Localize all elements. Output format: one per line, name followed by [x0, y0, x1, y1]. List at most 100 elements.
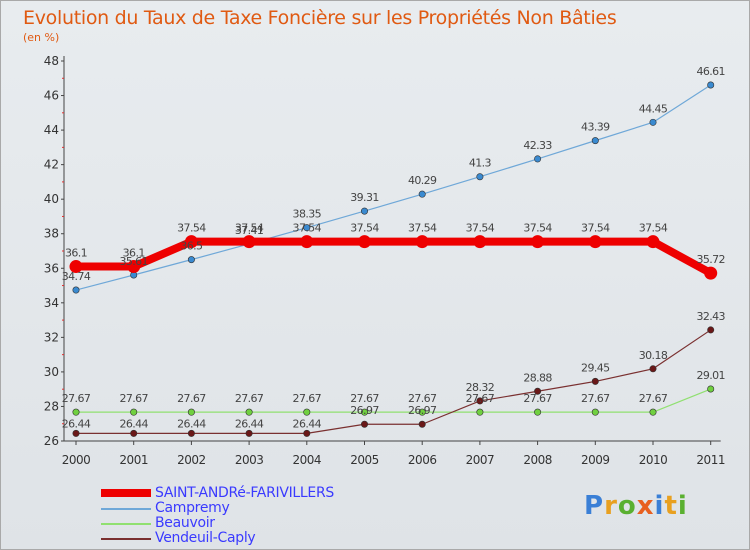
data-label: 32.43 — [696, 310, 725, 323]
series-line — [75, 388, 712, 413]
data-label: 26.97 — [350, 404, 379, 417]
legend-swatch — [101, 508, 151, 510]
data-label: 37.54 — [639, 222, 668, 235]
data-point — [187, 256, 195, 264]
legend-label: Campremy — [155, 500, 230, 516]
data-point — [534, 408, 542, 416]
data-point — [415, 235, 429, 249]
data-label: 42.33 — [523, 139, 552, 152]
legend-swatch — [101, 489, 151, 497]
data-point — [476, 173, 484, 181]
logo-letter: x — [636, 491, 655, 521]
data-label: 37.54 — [293, 222, 322, 235]
data-label: 28.88 — [523, 371, 552, 384]
x-tick-label: 2006 — [408, 453, 437, 467]
data-label: 26.44 — [177, 417, 206, 430]
data-label: 37.54 — [523, 222, 552, 235]
data-label: 27.67 — [177, 392, 206, 405]
data-label: 28.32 — [466, 381, 495, 394]
y-tick-label: 34 — [44, 296, 59, 310]
x-tick-label: 2010 — [639, 453, 668, 467]
data-label: 38.35 — [293, 208, 322, 221]
data-label: 27.67 — [523, 392, 552, 405]
data-point — [130, 408, 138, 416]
data-point — [360, 420, 368, 428]
x-tick-label: 2009 — [581, 453, 610, 467]
data-point — [707, 385, 715, 393]
data-point — [72, 429, 80, 437]
data-label: 36.5 — [180, 240, 203, 253]
x-tick-label: 2000 — [62, 453, 91, 467]
data-label: 27.67 — [119, 392, 148, 405]
series-layer — [69, 81, 718, 437]
y-tick-label: 28 — [44, 399, 59, 413]
data-label: 37.41 — [235, 224, 264, 237]
logo-letter: i — [677, 491, 688, 521]
data-label: 27.67 — [408, 392, 437, 405]
data-labels: 36.1 36.137.54 37.54 37.54 37.54 37.54 37.54 37… — [62, 65, 726, 430]
data-label: 27.67 — [466, 392, 495, 405]
logo-letter: o — [617, 491, 637, 521]
x-tick-label: 2004 — [293, 453, 322, 467]
data-point — [707, 326, 715, 334]
data-point — [588, 235, 602, 249]
axes: 26 28 30 32 34 36 38 40 42 44 46 48 2000 2001 2002 2003… — [44, 54, 726, 467]
data-point — [303, 408, 311, 416]
data-point — [127, 260, 141, 274]
data-point — [184, 235, 198, 249]
data-label: 29.01 — [696, 369, 725, 382]
logo-letter: i — [654, 491, 665, 521]
proxiti-logo: Proxiti — [584, 491, 688, 521]
data-point — [646, 235, 660, 249]
series-line — [75, 329, 712, 434]
data-point — [418, 408, 426, 416]
logo-letter: r — [604, 491, 618, 521]
data-point — [360, 207, 368, 215]
data-point — [649, 408, 657, 416]
y-tick-label: 30 — [44, 365, 59, 379]
y-tick-label: 26 — [44, 434, 59, 448]
data-point — [245, 408, 253, 416]
data-label: 40.29 — [408, 174, 437, 187]
data-label: 27.67 — [639, 392, 668, 405]
data-point — [360, 408, 368, 416]
legend-label: SAINT-ANDRé-FARIVILLERS — [155, 485, 334, 501]
x-tick-label: 2005 — [350, 453, 379, 467]
y-tick-label: 40 — [44, 192, 59, 206]
logo-letter: t — [664, 491, 678, 521]
data-label: 29.45 — [581, 361, 610, 374]
data-point — [649, 365, 657, 373]
y-tick-label: 42 — [44, 158, 59, 172]
data-label: 35.61 — [119, 255, 148, 268]
data-label: 35.72 — [696, 253, 725, 266]
data-label: 27.67 — [62, 392, 91, 405]
data-label: 44.45 — [639, 102, 668, 115]
y-tick-label: 36 — [44, 261, 59, 275]
data-label: 37.54 — [177, 222, 206, 235]
data-label: 36.1 — [123, 247, 145, 260]
data-point — [72, 286, 80, 294]
data-label: 27.67 — [350, 392, 379, 405]
legend-label: Vendeuil-Caply — [155, 530, 256, 546]
data-label: 41.3 — [469, 157, 492, 170]
data-point — [418, 420, 426, 428]
chart-title: Evolution du Taux de Taxe Foncière sur l… — [23, 7, 617, 29]
data-point — [69, 260, 83, 274]
logo-letter: P — [584, 491, 605, 521]
y-tick-label: 38 — [44, 227, 59, 241]
data-label: 27.67 — [581, 392, 610, 405]
data-label: 34.74 — [62, 270, 91, 283]
data-label: 27.67 — [293, 392, 322, 405]
data-point — [591, 408, 599, 416]
data-point — [358, 235, 371, 249]
data-point — [418, 190, 426, 198]
x-tick-label: 2011 — [696, 453, 725, 467]
data-point — [534, 387, 542, 395]
y-tick-label: 32 — [44, 330, 59, 344]
legend-label: Beauvoir — [155, 515, 215, 531]
data-label: 39.31 — [350, 191, 379, 204]
data-point — [187, 429, 195, 437]
series-line — [75, 84, 712, 291]
data-point — [303, 429, 311, 437]
